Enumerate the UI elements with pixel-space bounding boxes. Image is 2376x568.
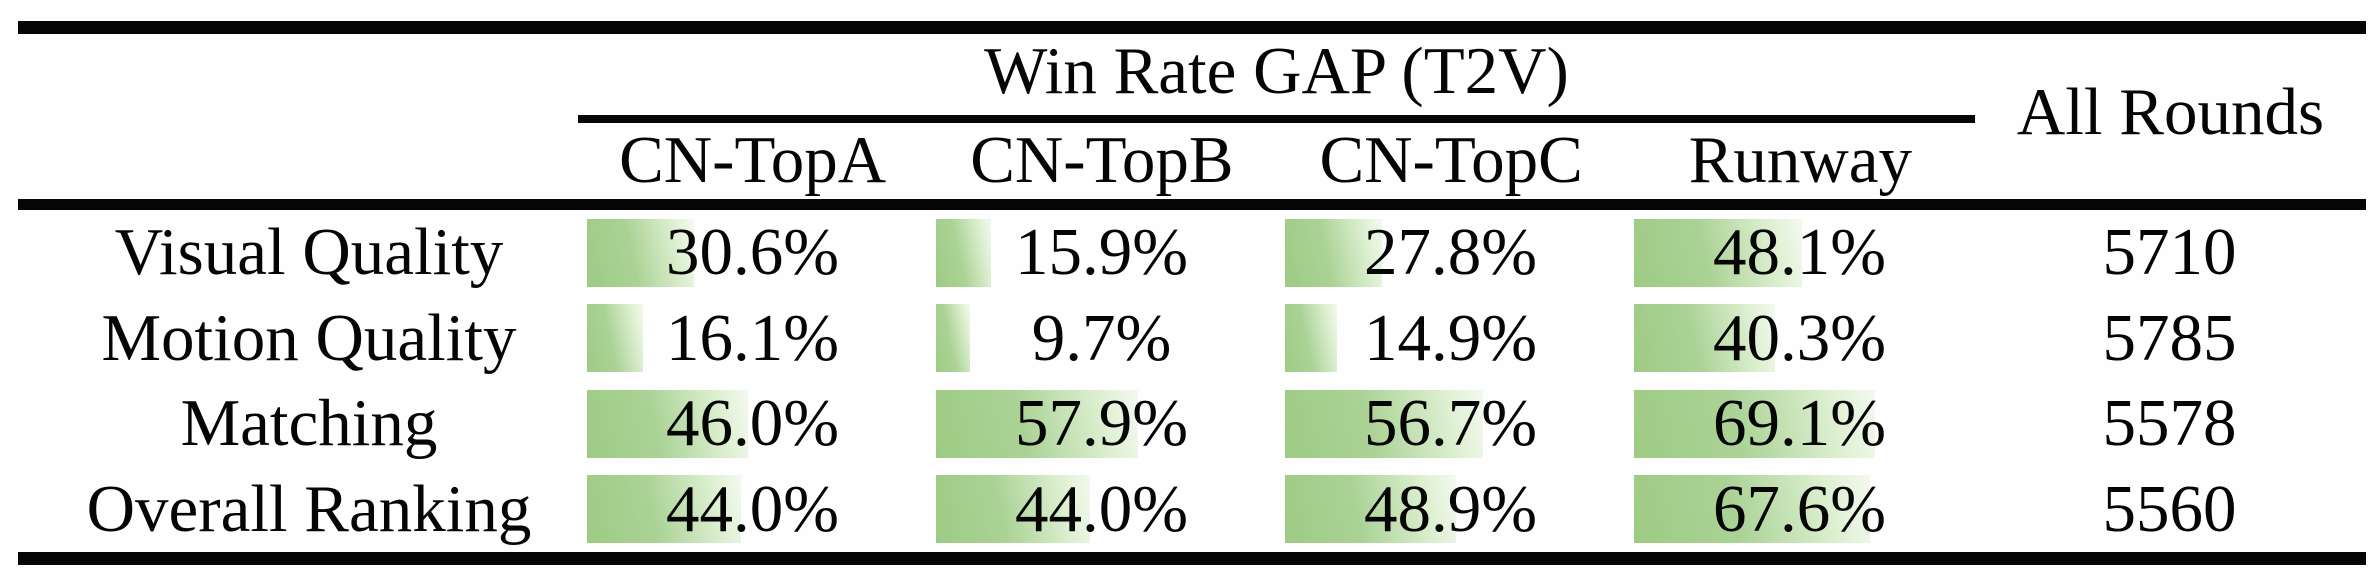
win-rate-value: 48.1% (1712, 215, 1887, 290)
win-rate-data-bar (936, 304, 970, 373)
row-label: Visual Quality (114, 215, 504, 290)
win-rate-cell: 9.7% (927, 296, 1276, 382)
win-rate-value: 9.7% (1031, 300, 1172, 375)
win-rate-cell: 14.9% (1276, 296, 1625, 382)
win-rate-data-bar (1285, 389, 1483, 458)
column-header-runway: Runway (1688, 122, 1913, 197)
table-row: Motion Quality 16.1% 9.7% 14.9% 40.3% 5785 (18, 296, 2366, 382)
header-body-separator-rule (18, 199, 2366, 210)
column-header-cn-topb: CN-TopB (970, 122, 1234, 197)
win-rate-data-bar (587, 475, 741, 544)
win-rate-data-bar (1634, 218, 1802, 287)
all-rounds-value: 5785 (2102, 300, 2237, 375)
win-rate-data-bar (936, 475, 1090, 544)
win-rate-cell: 69.1% (1625, 381, 1974, 467)
win-rate-value: 30.6% (665, 215, 840, 290)
win-rate-cell: 30.6% (578, 210, 927, 296)
win-rate-data-bar (936, 218, 992, 287)
all-rounds-value: 5578 (2102, 386, 2237, 461)
all-rounds-value: 5710 (2102, 215, 2237, 290)
top-rule (18, 21, 2366, 34)
win-rate-value: 48.9% (1363, 471, 1538, 546)
win-rate-value: 15.9% (1014, 215, 1189, 290)
win-rate-data-bar (1634, 389, 1876, 458)
win-rate-value: 46.0% (665, 386, 840, 461)
win-rate-value: 44.0% (665, 471, 840, 546)
all-rounds-column-header: All Rounds (2016, 74, 2325, 149)
win-rate-cell: 44.0% (927, 467, 1276, 553)
win-rate-value: 44.0% (1014, 471, 1189, 546)
win-rate-cell: 40.3% (1625, 296, 1974, 382)
bottom-rule (18, 552, 2366, 565)
table-row: Matching 46.0% 57.9% 56.7% 69.1% 5578 (18, 381, 2366, 467)
win-rate-cell: 27.8% (1276, 210, 1625, 296)
win-rate-cell: 44.0% (578, 467, 927, 553)
win-rate-value: 16.1% (665, 300, 840, 375)
table-body: Visual Quality 30.6% 15.9% 27.8% 48.1% 5710 Mo… (18, 210, 2366, 552)
win-rate-data-bar (587, 218, 694, 287)
win-rate-value: 56.7% (1363, 386, 1538, 461)
win-rate-value: 67.6% (1712, 471, 1887, 546)
win-rate-data-bar (587, 389, 748, 458)
win-rate-cell: 48.1% (1625, 210, 1974, 296)
table-row: Overall Ranking 44.0% 44.0% 48.9% 67.6% 5560 (18, 467, 2366, 553)
column-header-cn-topc: CN-TopC (1319, 122, 1583, 197)
win-rate-value: 27.8% (1363, 215, 1538, 290)
win-rate-cell: 67.6% (1625, 467, 1974, 553)
win-rate-data-bar (587, 304, 644, 373)
win-rate-data-bar (1634, 475, 1870, 544)
win-rate-cell: 46.0% (578, 381, 927, 467)
column-headers-row: CN-TopA CN-TopB CN-TopC Runway (578, 121, 1975, 199)
group-header-underline-rule (578, 115, 1975, 123)
row-label: Overall Ranking (86, 471, 532, 546)
win-rate-data-bar (1285, 218, 1383, 287)
win-rate-data-bar (1285, 475, 1456, 544)
group-header-win-rate-gap: Win Rate GAP (T2V) (984, 33, 1569, 108)
win-rate-value: 40.3% (1712, 300, 1887, 375)
row-label: Motion Quality (101, 300, 517, 375)
win-rate-cell: 56.7% (1276, 381, 1625, 467)
win-rate-data-bar (936, 389, 1139, 458)
win-rate-data-bar (1285, 304, 1337, 373)
row-label: Matching (180, 386, 438, 461)
win-rate-data-bar (1634, 304, 1775, 373)
win-rate-value: 14.9% (1363, 300, 1538, 375)
win-rate-cell: 48.9% (1276, 467, 1625, 553)
win-rate-cell: 15.9% (927, 210, 1276, 296)
all-rounds-value: 5560 (2102, 471, 2237, 546)
win-rate-cell: 57.9% (927, 381, 1276, 467)
win-rate-cell: 16.1% (578, 296, 927, 382)
table-row: Visual Quality 30.6% 15.9% 27.8% 48.1% 5710 (18, 210, 2366, 296)
win-rate-value: 57.9% (1014, 386, 1189, 461)
win-rate-value: 69.1% (1712, 386, 1887, 461)
column-header-cn-topa: CN-TopA (619, 122, 887, 197)
